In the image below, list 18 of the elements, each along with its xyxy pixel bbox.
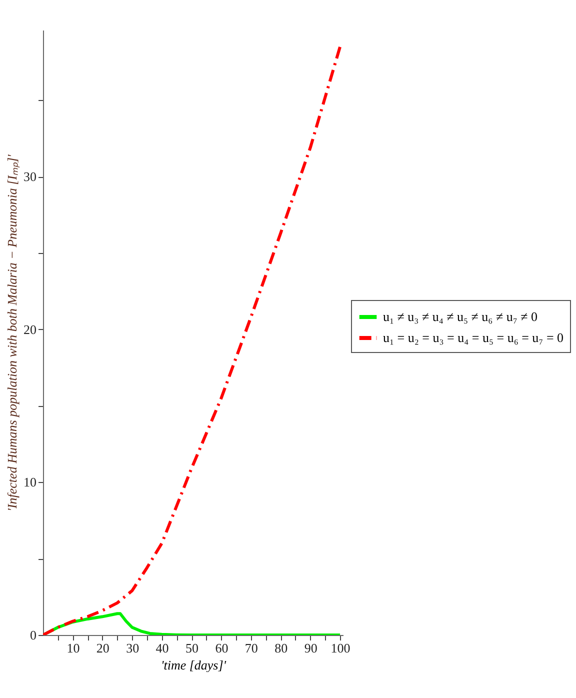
x-tick-label: 20 <box>96 640 110 656</box>
legend-label: u₁ ≠ u₃ ≠ u₄ ≠ u₅ ≠ u₆ ≠ u₇ ≠ 0 <box>383 309 538 324</box>
x-tick-label: 100 <box>330 640 350 656</box>
x-tick-label: 40 <box>156 640 169 656</box>
y-tick-label: 30 <box>24 169 36 184</box>
y-tick-label: 10 <box>24 474 36 490</box>
x-tick-label: 10 <box>66 640 80 656</box>
y-axis-title: 'Infected Humans population with both Malaria − Pneumonia [Iₘₚ]' <box>4 154 20 512</box>
y-tick-label: 20 <box>24 322 36 337</box>
x-tick-label: 90 <box>304 640 318 656</box>
y-tick-label: 0 <box>30 628 36 642</box>
legend-label: u₁ = u₂ = u₃ = u₄ = u₅ = u₆ = u₇ = 0 <box>383 330 564 345</box>
x-tick-label: 70 <box>244 640 258 656</box>
x-tick-label: 80 <box>274 640 288 656</box>
x-tick-label: 60 <box>215 640 228 656</box>
x-tick-label: 50 <box>186 640 199 656</box>
x-axis-title: 'time [days]' <box>160 658 226 672</box>
x-tick-label: 30 <box>126 640 140 656</box>
